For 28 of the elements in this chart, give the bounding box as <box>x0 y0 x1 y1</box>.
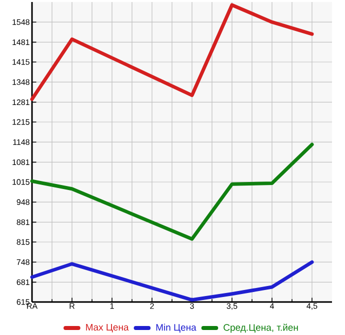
y-tick-label: 948 <box>16 199 30 205</box>
y-tick-label: 1548 <box>12 19 30 25</box>
x-tick-label: R <box>70 303 75 309</box>
x-tick-label: 4 <box>270 303 274 309</box>
y-tick-label: 681 <box>16 279 30 286</box>
x-tick-label: 3 <box>190 303 194 309</box>
y-tick-label: 1281 <box>12 99 30 106</box>
x-tick-label: 4,5 <box>306 303 318 310</box>
y-tick-label: 1348 <box>12 79 30 85</box>
y-tick-label: 815 <box>16 239 30 245</box>
y-tick-label: 1415 <box>12 59 30 65</box>
y-tick-label: 1481 <box>12 39 30 46</box>
x-tick-label: RA <box>27 303 38 309</box>
y-tick-label: 1148 <box>13 139 30 145</box>
legend-label: Сред.Цена, т.йен <box>224 324 298 333</box>
y-tick-label: 748 <box>16 259 30 265</box>
x-tick-label: 1 <box>110 303 114 309</box>
y-tick-label: 615 <box>16 299 30 305</box>
legend-label: Min Цена <box>156 324 196 333</box>
y-tick-label: 1015 <box>12 179 30 185</box>
x-tick-label: 3,5 <box>226 303 238 310</box>
legend-label: Max Цена <box>86 324 129 332</box>
y-tick-label: 881 <box>16 219 30 226</box>
y-tick-label: 1215 <box>12 119 30 125</box>
y-tick-label: 1081 <box>12 159 30 166</box>
line-series <box>30 142 314 241</box>
line-series <box>30 3 314 101</box>
x-tick-label: 2 <box>150 303 154 309</box>
